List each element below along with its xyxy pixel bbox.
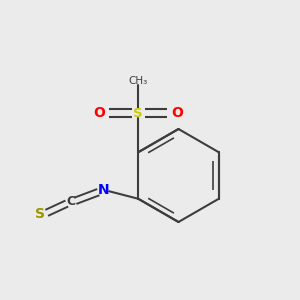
Text: N: N	[98, 183, 109, 197]
Text: O: O	[171, 106, 183, 120]
Text: C: C	[66, 195, 75, 208]
Text: S: S	[35, 207, 45, 221]
Text: CH₃: CH₃	[129, 76, 148, 86]
Text: S: S	[134, 107, 143, 120]
Text: O: O	[93, 106, 105, 120]
